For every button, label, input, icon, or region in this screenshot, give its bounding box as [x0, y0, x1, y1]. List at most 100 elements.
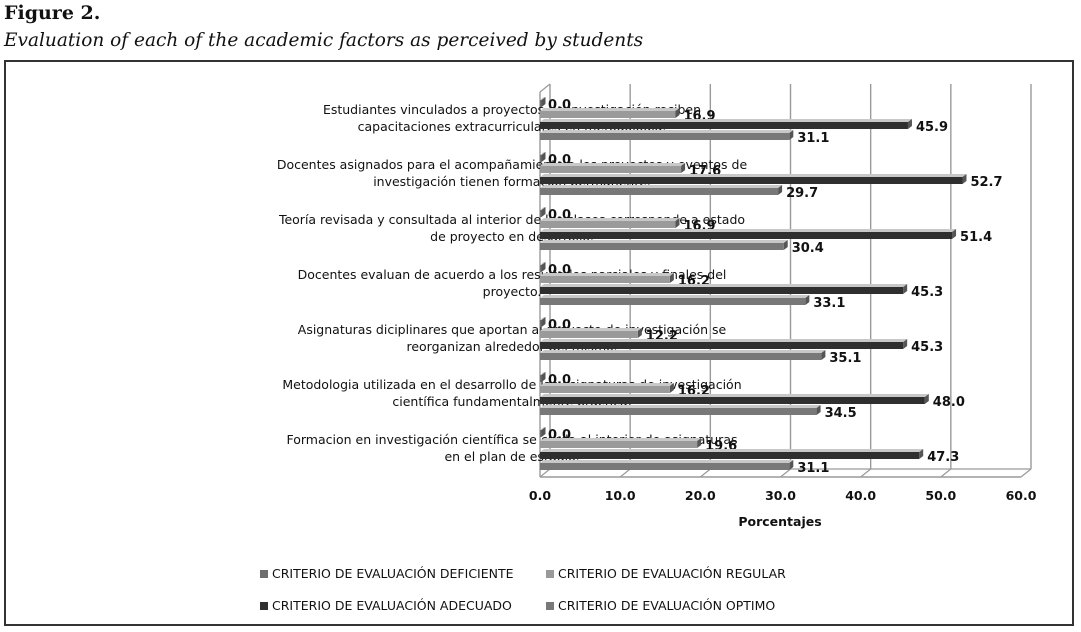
bar-top-face — [540, 438, 702, 441]
data-label: 34.5 — [825, 406, 857, 421]
bar-end-face — [903, 284, 908, 294]
bar — [540, 100, 542, 107]
bar — [540, 463, 790, 470]
bar — [540, 452, 920, 459]
data-label: 47.3 — [927, 450, 959, 465]
bar-end-face — [789, 130, 794, 140]
x-tick-label: 60.0 — [1006, 488, 1037, 503]
bar-end-face — [669, 383, 674, 393]
bar-top-face — [540, 152, 546, 155]
bar-end-face — [669, 273, 674, 283]
bar — [540, 276, 670, 283]
bar — [540, 342, 904, 349]
x-tick-label: 0.0 — [529, 488, 551, 503]
bar-end-face — [919, 449, 924, 459]
bar — [540, 375, 542, 382]
bar-top-face — [540, 240, 788, 243]
legend-entry: CRITERIO DE EVALUACIÓN DEFICIENTE — [272, 566, 514, 581]
data-label: 45.3 — [911, 285, 943, 300]
bar-top-face — [540, 295, 810, 298]
bar-end-face — [675, 108, 680, 118]
x-tick-label: 50.0 — [925, 488, 956, 503]
bar — [540, 221, 676, 228]
bar-end-face — [821, 350, 826, 360]
bar-end-face — [541, 97, 546, 107]
bar-end-face — [637, 328, 642, 338]
x-tick-label: 10.0 — [605, 488, 636, 503]
data-label: 45.9 — [916, 120, 948, 135]
bar-top-face — [540, 130, 794, 133]
bar-top-face — [540, 262, 546, 265]
axis-top-edge — [539, 83, 551, 93]
floor-gridline — [780, 468, 791, 478]
bar-end-face — [681, 163, 686, 173]
bar — [540, 166, 682, 173]
legend-entry: CRITERIO DE EVALUACIÓN ADECUADO — [272, 598, 512, 613]
floor-gridline — [539, 468, 551, 478]
bar — [540, 188, 779, 195]
data-label: 31.1 — [797, 461, 829, 476]
bar-end-face — [816, 405, 821, 415]
bar-end-face — [907, 119, 912, 129]
bar-top-face — [540, 339, 908, 342]
bar-end-face — [783, 240, 788, 250]
bar-top-face — [540, 185, 783, 188]
bar-top-face — [540, 229, 957, 232]
data-label: 45.3 — [911, 340, 943, 355]
bar-end-face — [541, 152, 546, 162]
floor-gridline — [1020, 468, 1032, 478]
bar-top-face — [540, 97, 546, 100]
legend-swatch — [546, 570, 554, 578]
bar — [540, 111, 676, 118]
bar — [540, 408, 817, 415]
category-label: proyecto. — [483, 284, 542, 299]
bar-end-face — [697, 438, 702, 448]
figure-caption: Evaluation of each of the academic facto… — [4, 30, 644, 51]
x-tick-label: 20.0 — [685, 488, 716, 503]
bar-end-face — [541, 372, 546, 382]
x-axis-title: Porcentajes — [738, 514, 821, 529]
bar-top-face — [540, 273, 674, 276]
bar-top-face — [540, 207, 546, 210]
bar — [540, 155, 542, 162]
x-tick-label: 40.0 — [845, 488, 876, 503]
data-label: 51.4 — [960, 230, 992, 245]
data-label: 31.1 — [797, 131, 829, 146]
bar-top-face — [540, 119, 912, 122]
bar-end-face — [789, 460, 794, 470]
bar-top-face — [540, 328, 642, 331]
legend-swatch — [546, 602, 554, 610]
bar-top-face — [540, 449, 924, 452]
floor-gridline — [619, 468, 631, 478]
bar-end-face — [541, 262, 546, 272]
figure-label: Figure 2. — [4, 2, 101, 24]
data-label: 48.0 — [933, 395, 965, 410]
legend-swatch — [260, 570, 268, 578]
legend-swatch — [260, 602, 268, 610]
bar-end-face — [778, 185, 783, 195]
bar-end-face — [952, 229, 957, 239]
bar — [540, 331, 638, 338]
bar-top-face — [540, 317, 546, 320]
bar-top-face — [540, 350, 826, 353]
data-label: 33.1 — [813, 296, 845, 311]
bar-end-face — [541, 207, 546, 217]
bar — [540, 397, 925, 404]
bar — [540, 133, 790, 140]
data-label: 29.7 — [786, 186, 818, 201]
bar-top-face — [540, 284, 908, 287]
bar — [540, 177, 963, 184]
data-label: 52.7 — [970, 175, 1002, 190]
bar — [540, 430, 542, 437]
bar-end-face — [541, 427, 546, 437]
legend-entry: CRITERIO DE EVALUACIÓN OPTIMO — [558, 598, 775, 613]
bar — [540, 265, 542, 272]
bar-top-face — [540, 460, 794, 463]
bar-end-face — [805, 295, 810, 305]
bar-top-face — [540, 405, 821, 408]
bar — [540, 353, 822, 360]
bar-top-face — [540, 163, 686, 166]
bar — [540, 320, 542, 327]
bar — [540, 122, 908, 129]
